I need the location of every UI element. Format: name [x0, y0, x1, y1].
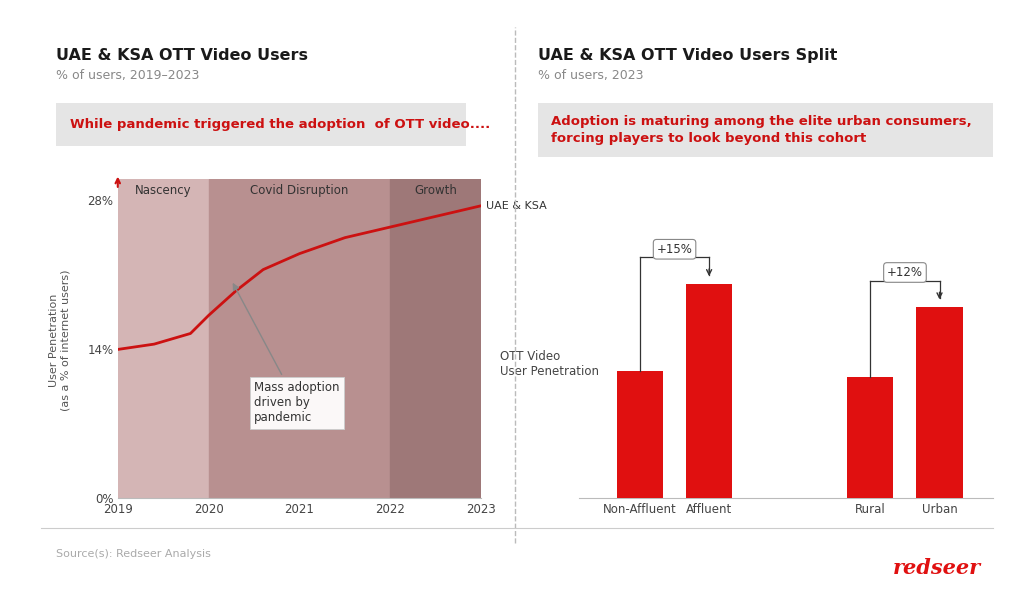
Text: +12%: +12%	[887, 266, 923, 279]
Text: User Penetration
(as a % of internet users): User Penetration (as a % of internet use…	[48, 269, 71, 411]
Text: Mass adoption
driven by
pandemic: Mass adoption driven by pandemic	[233, 284, 340, 424]
Text: UAE & KSA: UAE & KSA	[485, 201, 547, 211]
Text: UAE & KSA OTT Video Users: UAE & KSA OTT Video Users	[56, 48, 308, 63]
Bar	[118, 179, 209, 498]
Bar	[916, 307, 963, 498]
Bar	[616, 371, 664, 498]
Bar	[390, 179, 481, 498]
Text: UAE & KSA OTT Video Users Split: UAE & KSA OTT Video Users Split	[538, 48, 837, 63]
Text: Source(s): Redseer Analysis: Source(s): Redseer Analysis	[56, 549, 211, 559]
Text: Nascency: Nascency	[135, 184, 191, 198]
Text: redseer: redseer	[893, 558, 981, 578]
Bar	[848, 377, 893, 498]
Text: % of users, 2023: % of users, 2023	[538, 69, 643, 82]
Text: While pandemic triggered the adoption  of OTT video....: While pandemic triggered the adoption of…	[70, 118, 489, 131]
Bar	[209, 179, 390, 498]
Text: Covid Disruption: Covid Disruption	[250, 184, 349, 198]
Text: % of users, 2019–2023: % of users, 2019–2023	[56, 69, 200, 82]
Text: Growth: Growth	[415, 184, 458, 198]
Bar	[686, 284, 732, 498]
Text: Adoption is maturing among the elite urban consumers,
forcing players to look be: Adoption is maturing among the elite urb…	[551, 115, 972, 145]
Text: +15%: +15%	[656, 243, 692, 256]
Text: OTT Video
User Penetration: OTT Video User Penetration	[501, 350, 599, 378]
